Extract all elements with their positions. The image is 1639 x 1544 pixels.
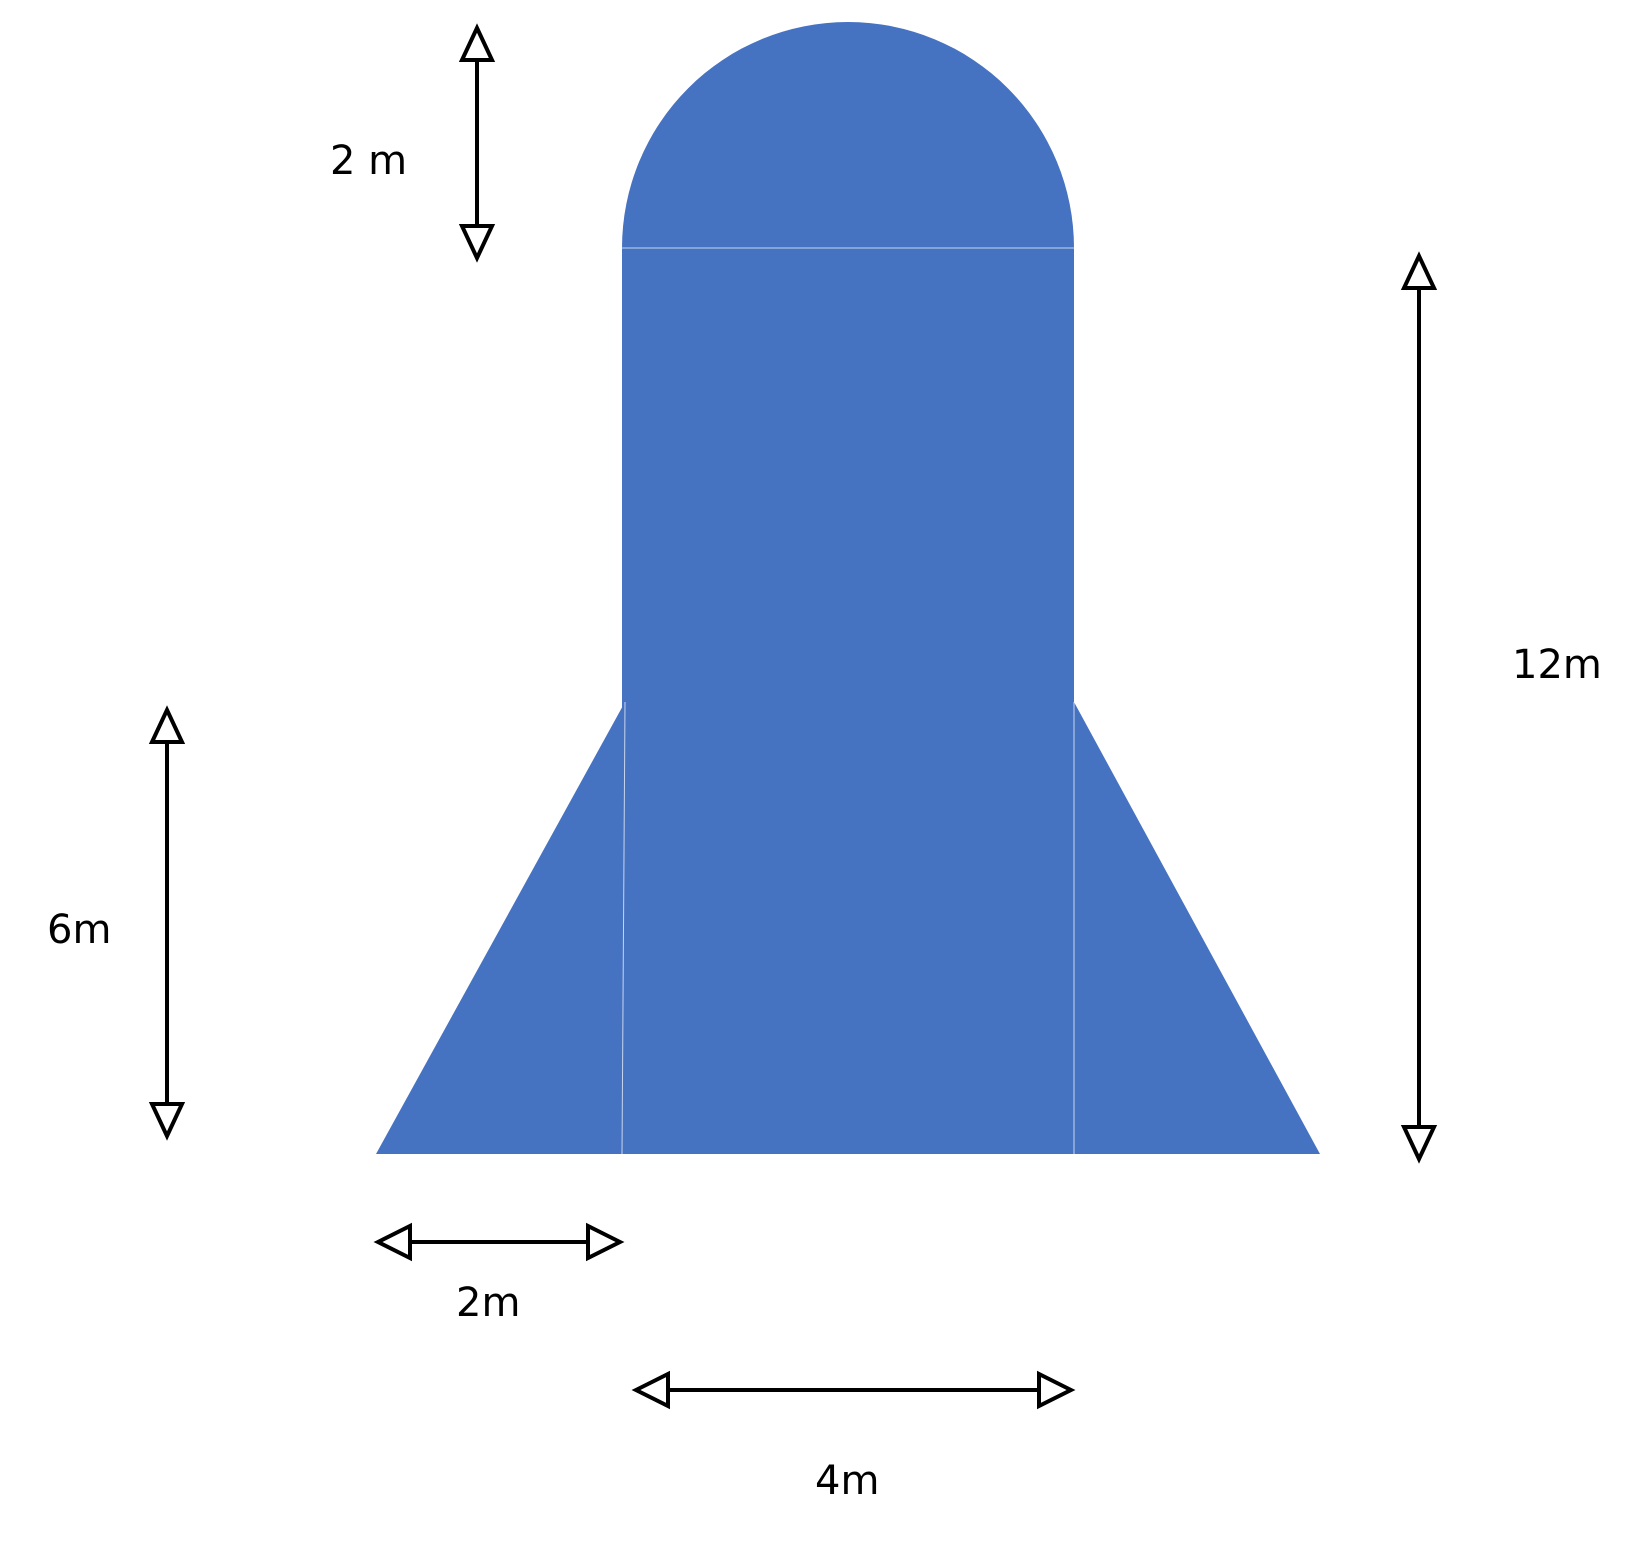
arrow-right-head [1037,1370,1076,1410]
body-height-label: 12m [1512,642,1602,688]
arrow-left-head [373,1222,412,1262]
left-fin-seam [621,701,626,1155]
dome-height-arrow [458,23,496,263]
rectangle-body [622,248,1074,1154]
body-width-arrow [631,1370,1076,1410]
fin-height-label: 6m [47,907,111,953]
arrow-right-head [586,1222,625,1262]
fin-height-arrow [148,705,186,1141]
arrow-down-head [458,224,496,263]
arrow-left-head [631,1370,670,1410]
left-triangle-fin [376,702,625,1154]
body-width-label: 4m [815,1458,879,1504]
arrow-down-head [148,1102,186,1141]
arrow-up-head [148,705,186,744]
semicircle-dome [622,22,1074,248]
body-height-arrow [1400,251,1438,1164]
fin-width-arrow [373,1222,625,1262]
arrow-up-head [458,23,496,62]
right-triangle-fin [1074,702,1320,1154]
dome-height-label: 2 m [330,138,407,184]
arrow-up-head [1400,251,1438,290]
arrow-down-head [1400,1125,1438,1164]
rocket-shape [376,22,1320,1155]
fin-width-label: 2m [456,1280,520,1326]
